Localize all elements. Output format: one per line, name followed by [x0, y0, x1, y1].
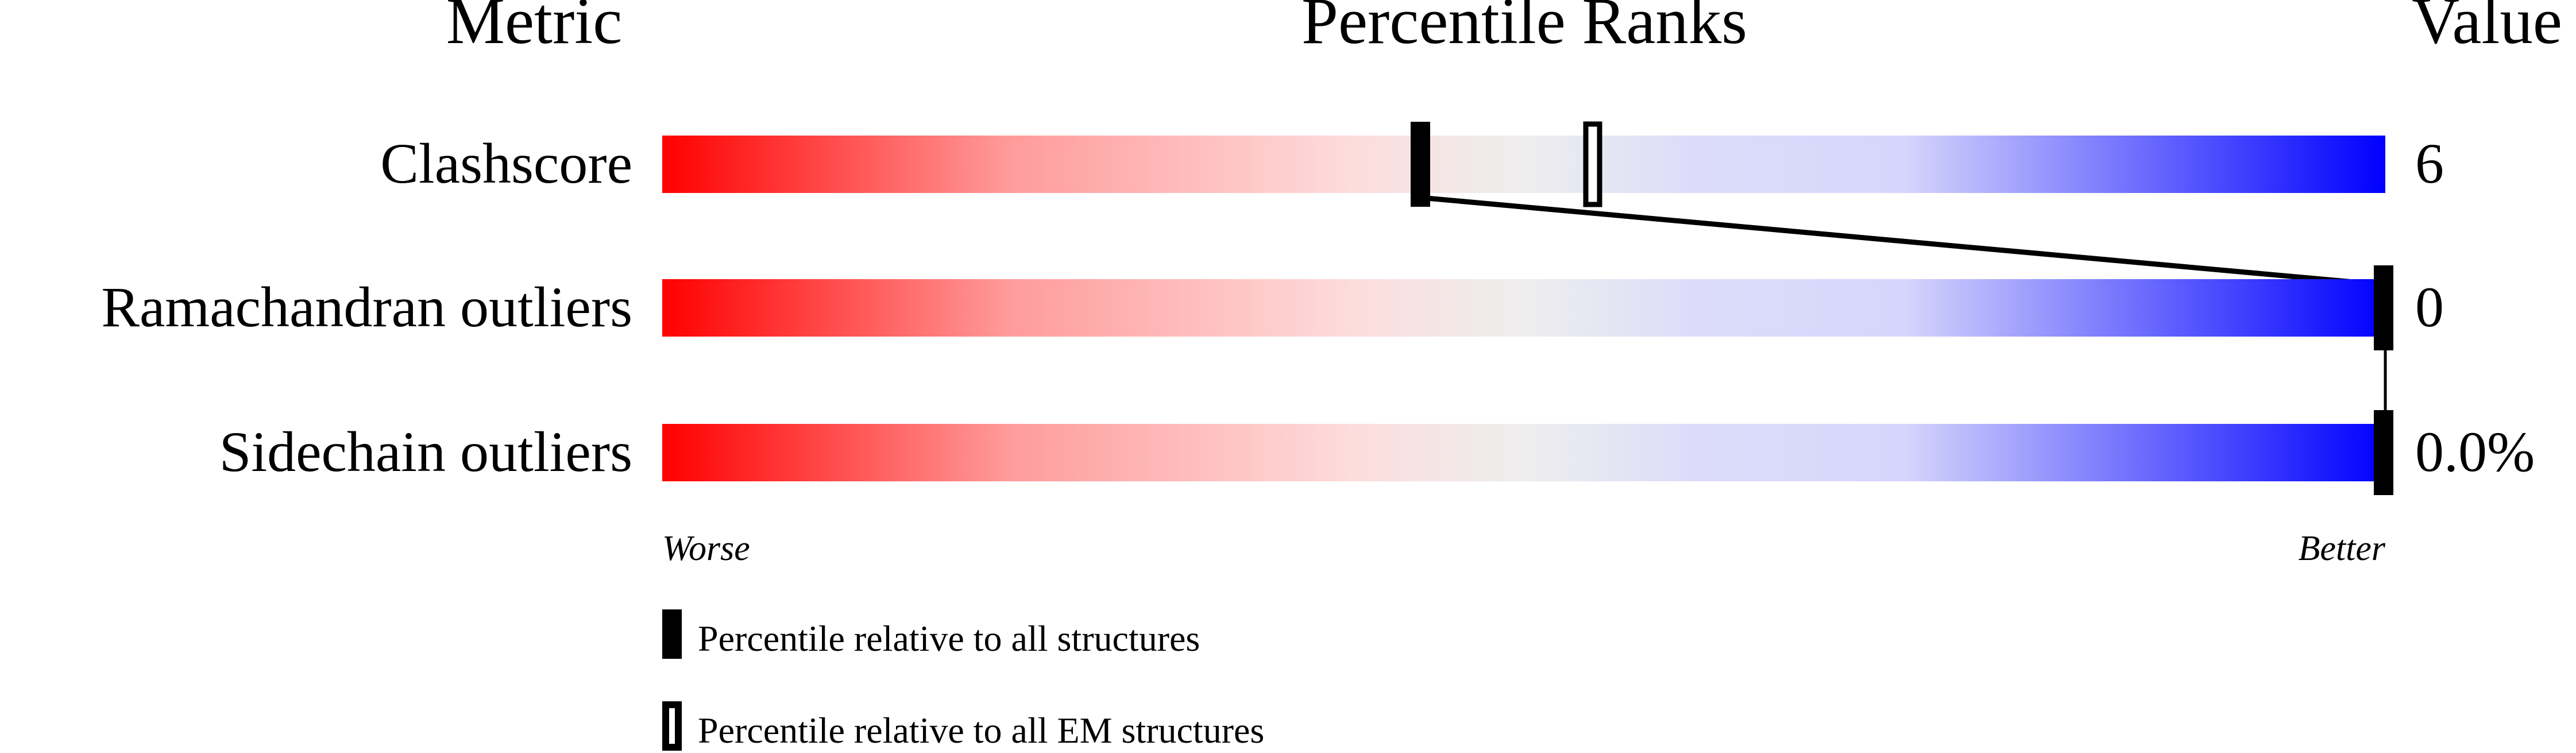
header-value: Value	[2412, 0, 2562, 57]
metric-label: Ramachandran outliers	[101, 275, 632, 339]
header-metric: Metric	[446, 0, 623, 57]
axis-label-worse: Worse	[662, 529, 750, 568]
metric-value: 0.0%	[2415, 420, 2535, 484]
metric-label: Clashscore	[380, 132, 632, 195]
metric-value: 6	[2415, 132, 2444, 195]
percentile-bar	[662, 279, 2385, 337]
header-percentile-ranks: Percentile Ranks	[1301, 0, 1747, 57]
legend-filled-marker	[662, 609, 682, 659]
all-percentile-marker	[2374, 265, 2393, 350]
legend-label-all: Percentile relative to all structures	[698, 618, 1200, 659]
axis-label-better: Better	[2299, 529, 2386, 568]
metric-value: 0	[2415, 275, 2444, 339]
percentile-bar	[662, 424, 2385, 481]
percentile-bar	[662, 136, 2385, 193]
connector-line	[1420, 195, 2386, 288]
all-percentile-marker	[1411, 122, 1430, 207]
all-percentile-marker	[2374, 410, 2393, 495]
em-percentile-marker	[1583, 121, 1602, 207]
legend-label-em: Percentile relative to all EM structures	[698, 710, 1264, 751]
metric-label: Sidechain outliers	[219, 420, 632, 484]
legend-open-marker	[662, 701, 682, 751]
